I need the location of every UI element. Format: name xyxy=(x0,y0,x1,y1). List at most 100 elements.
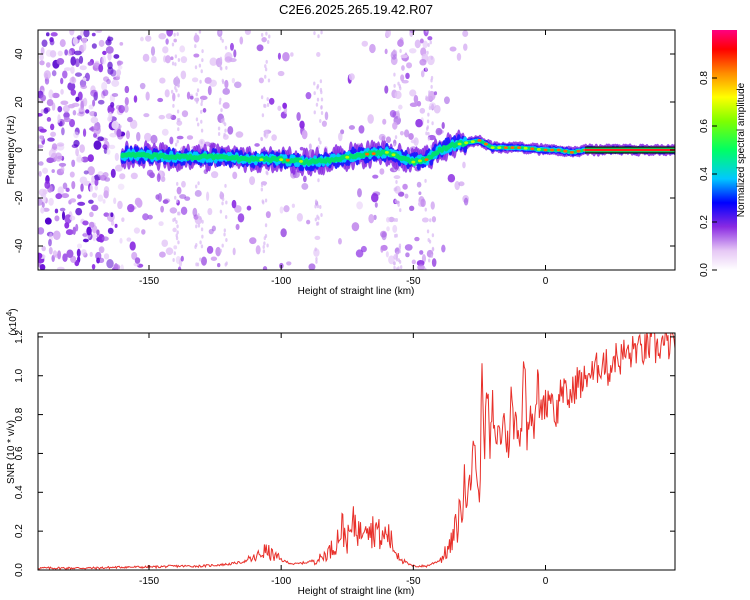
colorbar-tick-label: 0.6 xyxy=(699,119,710,133)
spectrogram-streak-cell xyxy=(177,93,180,98)
spectrogram-noise-cell xyxy=(57,50,63,57)
spectrogram-noise-cell xyxy=(388,255,395,265)
spectrogram-noise-cell xyxy=(265,211,271,219)
spectrogram-noise-cell xyxy=(75,207,83,216)
spectrogram-noise-cell xyxy=(200,256,207,266)
spectrogram-noise-cell xyxy=(113,197,117,205)
snr-y-label: SNR (10 * v/v) xyxy=(6,420,17,484)
spectrogram-noise-cell xyxy=(150,56,157,64)
spectrogram-noise-cell xyxy=(163,55,167,63)
spectrogram-noise-cell xyxy=(102,89,109,97)
spectrogram-noise-cell xyxy=(38,252,43,259)
spectrogram-noise-cell xyxy=(286,261,292,266)
spectrogram-noise-cell xyxy=(268,97,275,105)
spectrogram-noise-cell xyxy=(63,117,71,123)
spectrogram-noise-cell xyxy=(89,111,97,117)
spectrogram-noise-cell xyxy=(408,132,414,140)
spectrogram-noise-cell xyxy=(150,46,156,56)
spectrogram-noise-cell xyxy=(413,94,419,104)
spectrogram-streak-cell xyxy=(260,137,264,142)
spectrogram-noise-cell xyxy=(111,120,119,130)
spectrogram-noise-cell xyxy=(107,227,114,235)
spectrogram-noise-cell xyxy=(136,198,143,208)
colorbar-tick-label: 0.8 xyxy=(699,71,710,85)
spectrogram-noise-cell xyxy=(179,45,186,53)
spectrogram-streak-cell xyxy=(199,257,202,262)
spectrogram-streak-cell xyxy=(201,234,204,239)
spectrogram-streak-cell xyxy=(424,178,427,183)
spectrogram-noise-cell xyxy=(193,34,200,43)
spectrogram-streak-cell xyxy=(200,128,204,133)
spectrogram-streak-cell xyxy=(316,221,320,226)
snr-x-tick-label: -100 xyxy=(271,576,291,587)
spectrogram-noise-cell xyxy=(392,224,398,233)
spectrogram-noise-cell xyxy=(441,121,445,130)
spectrogram-noise-cell xyxy=(404,129,410,138)
colorbar-tick-label: 0.4 xyxy=(699,167,710,181)
spectrogram-streak-cell xyxy=(426,119,430,124)
spectrogram-noise-cell xyxy=(145,91,150,101)
spectrogram-noise-cell xyxy=(51,92,60,99)
spectrogram-noise-cell xyxy=(92,99,96,107)
snr-x-ticks: -150 -100 -50 0 xyxy=(139,333,549,587)
spectrogram-streak-cell xyxy=(426,229,430,234)
spectrogram-noise-cell xyxy=(57,186,64,195)
spectrogram-noise-cell xyxy=(51,70,57,77)
spectrogram-core-cell xyxy=(391,153,396,157)
spectrogram-streak-cell xyxy=(427,131,430,136)
spectrogram-noise-cell xyxy=(80,183,84,192)
spectrogram-streak-cell xyxy=(224,45,228,50)
spectrogram-noise-cell xyxy=(367,114,374,124)
spectrogram-noise-cell xyxy=(256,44,264,52)
spectrogram-streak-cell xyxy=(265,170,268,175)
spectrogram-noise-cell xyxy=(385,251,389,258)
snr-y-tick-label: 0.0 xyxy=(14,563,25,577)
spectrogram-noise-cell xyxy=(59,207,66,212)
spectrogram-streak-cell xyxy=(317,178,320,183)
spectrogram-noise-cell xyxy=(161,128,169,136)
spectrogram-streak-cell xyxy=(393,142,396,147)
spectrogram-noise-cell xyxy=(81,249,87,256)
spectrogram-noise-cell xyxy=(361,40,369,47)
spectrogram-noise-cell xyxy=(398,104,403,110)
spectrogram-y-tick-label: -40 xyxy=(14,238,25,253)
spectrogram-core-cell xyxy=(411,160,416,164)
spectrogram-noise-cell xyxy=(170,56,174,61)
spectrogram-noise-cell xyxy=(41,39,48,48)
spectrogram-noise-cell xyxy=(283,205,290,213)
spectrogram-streak-cell xyxy=(218,100,222,105)
spectrogram-noise-cell xyxy=(433,91,438,96)
spectrogram-noise-cell xyxy=(42,207,50,212)
spectrogram-noise-cell xyxy=(98,247,103,252)
spectrogram-core-cell xyxy=(259,158,264,162)
spectrogram-streak-cell xyxy=(262,244,265,249)
spectrogram-streak-cell xyxy=(174,85,177,90)
spectrogram-y-label: Frequency (Hz) xyxy=(6,116,17,185)
spectrogram-noise-cell xyxy=(82,128,87,137)
spectrogram-noise-cell xyxy=(158,114,166,120)
spectrogram-streak-cell xyxy=(171,42,175,47)
spectrogram-noise-cell xyxy=(165,113,173,120)
spectrogram-noise-cell xyxy=(186,135,194,140)
spectrogram-core-cell xyxy=(279,158,284,162)
spectrogram-streak-cell xyxy=(176,211,180,216)
spectrogram-streak-cell xyxy=(196,88,200,93)
spectrogram-noise-cell xyxy=(418,191,422,196)
spectrogram-noise-cell xyxy=(39,60,45,66)
spectrogram-noise-cell xyxy=(321,120,327,127)
spectrogram-noise-cell xyxy=(142,53,150,62)
spectrogram-streak-cell xyxy=(260,183,264,188)
spectrogram-noise-cell xyxy=(94,185,98,191)
spectrogram-noise-cell xyxy=(405,252,410,258)
spectrogram-noise-cell xyxy=(416,181,422,188)
spectrogram-streak-cell xyxy=(426,50,429,55)
spectrogram-streak-cell xyxy=(217,126,221,131)
spectrogram-noise-cell xyxy=(75,148,79,157)
spectrogram-streak-cell xyxy=(425,30,428,33)
spectrogram-streak-cell xyxy=(315,257,318,262)
spectrogram-noise-cell xyxy=(290,52,294,57)
spectrogram-streak-cell xyxy=(220,108,223,113)
spectrogram-noise-cell xyxy=(431,216,437,223)
spectrogram-streak-cell xyxy=(200,102,203,107)
spectrogram-noise-cell xyxy=(411,259,416,265)
